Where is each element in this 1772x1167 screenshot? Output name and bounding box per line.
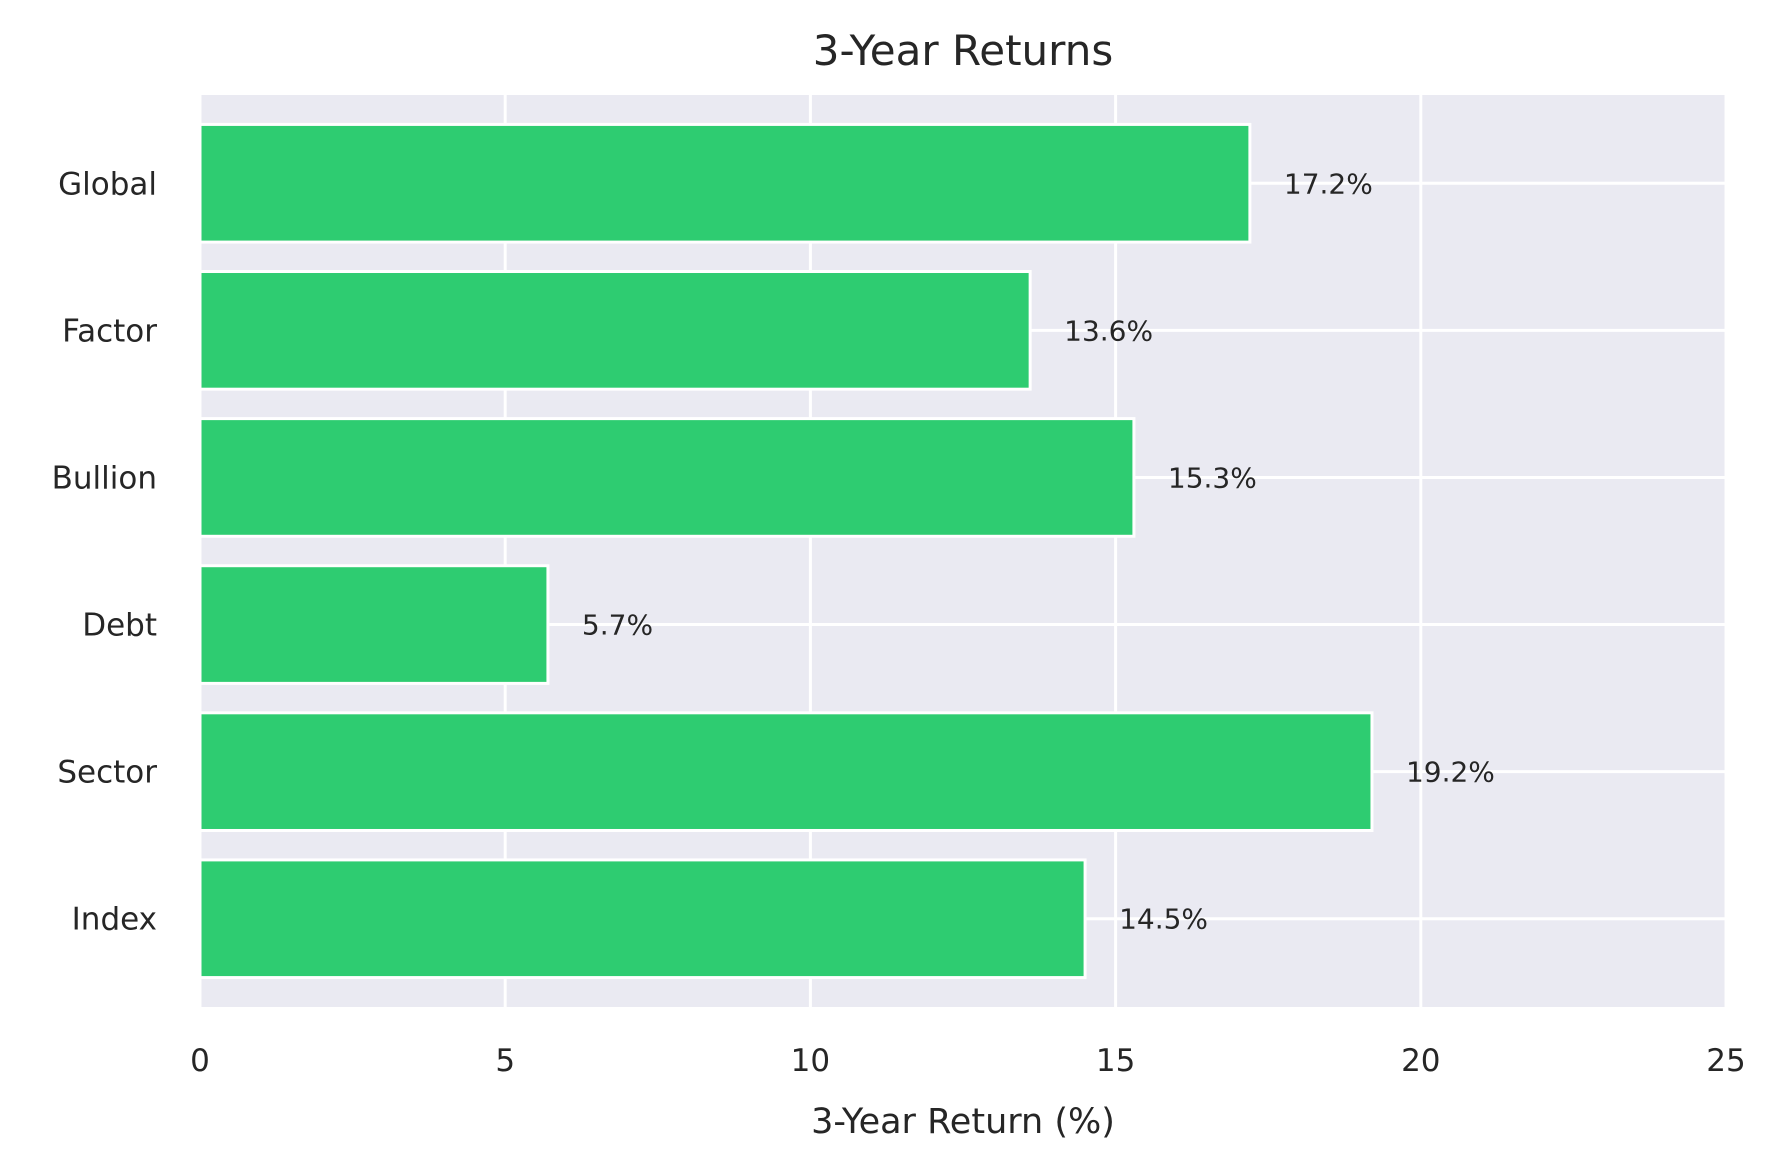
data-label-index: 14.5% bbox=[1119, 903, 1208, 936]
x-tick-label: 25 bbox=[1706, 1043, 1745, 1079]
x-tick-label: 15 bbox=[1096, 1043, 1135, 1079]
y-tick-label-index: Index bbox=[72, 902, 157, 938]
data-label-bullion: 15.3% bbox=[1168, 461, 1257, 494]
data-labels: 14.5% 19.2% 5.7% 15.3% 13.6% 17.2% bbox=[582, 167, 1495, 935]
plot-area bbox=[200, 95, 1726, 1007]
bar-sector bbox=[198, 711, 1374, 832]
x-axis-label: 3-Year Return (%) bbox=[811, 1102, 1115, 1142]
x-tick-label: 5 bbox=[495, 1043, 515, 1079]
y-tick-label-global: Global bbox=[58, 166, 157, 202]
x-tick-label: 20 bbox=[1401, 1043, 1440, 1079]
data-label-sector: 19.2% bbox=[1406, 756, 1495, 789]
bar-debt bbox=[198, 564, 550, 685]
y-tick-label-debt: Debt bbox=[82, 608, 157, 644]
y-tick-label-factor: Factor bbox=[62, 313, 157, 349]
x-tick-label: 0 bbox=[190, 1043, 210, 1079]
data-label-debt: 5.7% bbox=[582, 609, 653, 642]
data-label-global: 17.2% bbox=[1284, 167, 1373, 200]
bar-global bbox=[198, 122, 1252, 244]
bar-index bbox=[198, 858, 1087, 980]
bar-factor bbox=[198, 270, 1032, 391]
y-tick-labels: Index Sector Debt Bullion Factor Global bbox=[52, 166, 158, 937]
bar-bullion bbox=[198, 417, 1136, 538]
chart-title: 3-Year Returns bbox=[813, 26, 1113, 75]
y-tick-label-bullion: Bullion bbox=[52, 460, 157, 496]
x-tick-labels: 0 5 10 15 20 25 bbox=[190, 1043, 1746, 1079]
data-label-factor: 13.6% bbox=[1064, 314, 1153, 347]
x-tick-label: 10 bbox=[791, 1043, 830, 1079]
y-tick-label-sector: Sector bbox=[57, 755, 157, 791]
bars bbox=[198, 122, 1374, 980]
